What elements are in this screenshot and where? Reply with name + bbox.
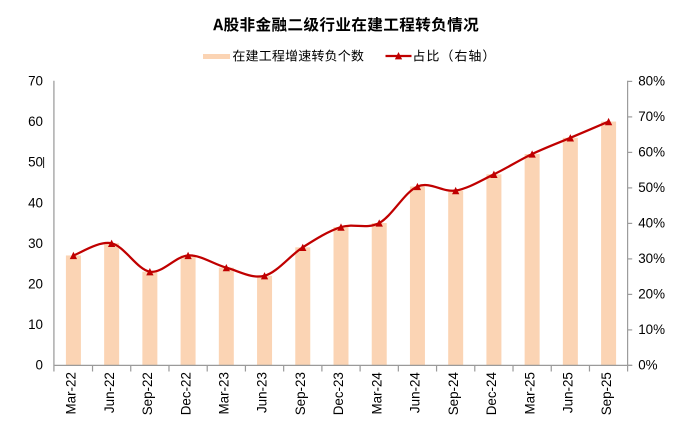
- svg-text:Dec-22: Dec-22: [178, 372, 193, 415]
- svg-text:60: 60: [28, 114, 43, 129]
- svg-text:20%: 20%: [638, 287, 665, 302]
- svg-text:Mar-23: Mar-23: [217, 372, 232, 414]
- svg-text:0: 0: [36, 358, 43, 373]
- svg-text:10%: 10%: [638, 322, 665, 337]
- svg-text:70: 70: [28, 74, 43, 89]
- svg-text:50: 50: [28, 155, 43, 170]
- svg-text:Jun-25: Jun-25: [561, 372, 576, 413]
- svg-text:Jun-22: Jun-22: [102, 372, 117, 413]
- svg-text:20: 20: [28, 276, 43, 291]
- svg-text:30%: 30%: [638, 251, 665, 266]
- svg-text:40%: 40%: [638, 216, 665, 231]
- svg-text:Dec-23: Dec-23: [331, 372, 346, 415]
- svg-text:30: 30: [28, 236, 43, 251]
- svg-text:Mar-22: Mar-22: [64, 372, 79, 414]
- svg-text:0%: 0%: [638, 358, 657, 373]
- svg-text:50%: 50%: [638, 180, 665, 195]
- svg-text:Dec-24: Dec-24: [484, 372, 499, 416]
- svg-text:70%: 70%: [638, 109, 665, 124]
- svg-text:Mar-25: Mar-25: [522, 372, 537, 414]
- svg-text:Mar-24: Mar-24: [369, 372, 384, 415]
- svg-text:Sep-24: Sep-24: [446, 372, 461, 416]
- svg-text:40: 40: [28, 195, 43, 210]
- svg-text:60%: 60%: [638, 145, 665, 160]
- svg-text:Sep-22: Sep-22: [140, 372, 155, 415]
- svg-text:Jun-24: Jun-24: [408, 372, 423, 413]
- svg-text:80%: 80%: [638, 74, 665, 89]
- svg-text:Sep-25: Sep-25: [599, 372, 614, 415]
- svg-text:Sep-23: Sep-23: [293, 372, 308, 415]
- svg-text:Jun-23: Jun-23: [255, 372, 270, 413]
- svg-text:10: 10: [28, 317, 43, 332]
